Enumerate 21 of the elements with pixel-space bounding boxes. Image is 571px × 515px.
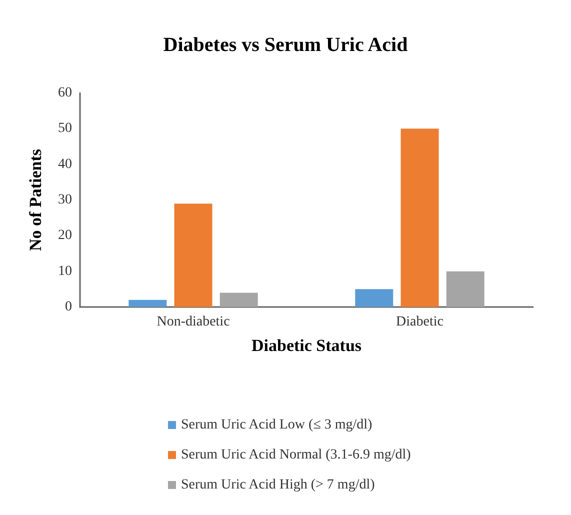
x-axis-title: Diabetic Status: [251, 336, 362, 355]
bar: [446, 271, 484, 307]
chart-title: Diabetes vs Serum Uric Acid: [163, 34, 408, 56]
x-tick-label: Diabetic: [396, 314, 444, 330]
y-tick-label: 20: [58, 228, 72, 244]
bar: [400, 128, 439, 307]
x-tick-label: Non-diabetic: [156, 314, 230, 330]
bar: [174, 204, 212, 307]
y-tick-label: 30: [58, 192, 72, 208]
bar: [128, 300, 167, 307]
y-tick-label: 0: [65, 300, 72, 314]
y-tick-label: 60: [58, 86, 72, 100]
bar: [355, 289, 394, 307]
y-axis-title: No of Patients: [26, 148, 45, 251]
legend-label: Serum Uric Acid Normal (3.1-6.9 mg/dl): [181, 448, 412, 462]
y-tick-label: 10: [58, 264, 72, 279]
y-tick-label: 40: [58, 156, 72, 172]
legend-label: Serum Uric Acid High (> 7 mg/dl): [181, 478, 376, 492]
legend-label: Serum Uric Acid Low (≤ 3 mg/dl): [181, 418, 373, 432]
bar: [220, 292, 258, 307]
y-tick-label: 50: [58, 121, 72, 136]
